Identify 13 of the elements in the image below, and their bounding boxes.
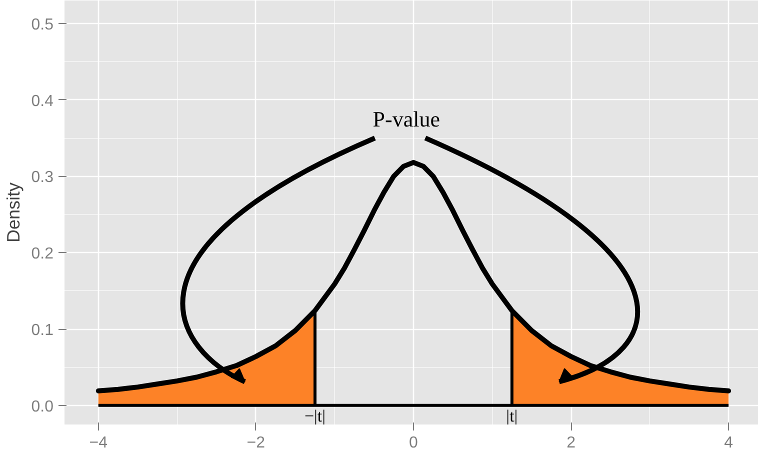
x-tick-label: −4 [89,434,108,452]
y-axis-title: Density [3,182,24,243]
y-tick-label: 0.5 [31,16,54,34]
x-tick-label: 4 [724,434,734,452]
y-tick-label: 0.3 [31,169,54,186]
y-tick-label: 0.2 [31,246,54,263]
x-tick-label: 0 [409,434,418,452]
x-tick-label: −2 [246,434,266,452]
y-tick-label: 0.0 [31,398,54,416]
y-tick-label: 0.1 [31,322,54,340]
annotation: P-value [372,106,440,132]
y-tick-label: 0.4 [31,92,54,110]
x-tick-label: 2 [566,434,576,452]
